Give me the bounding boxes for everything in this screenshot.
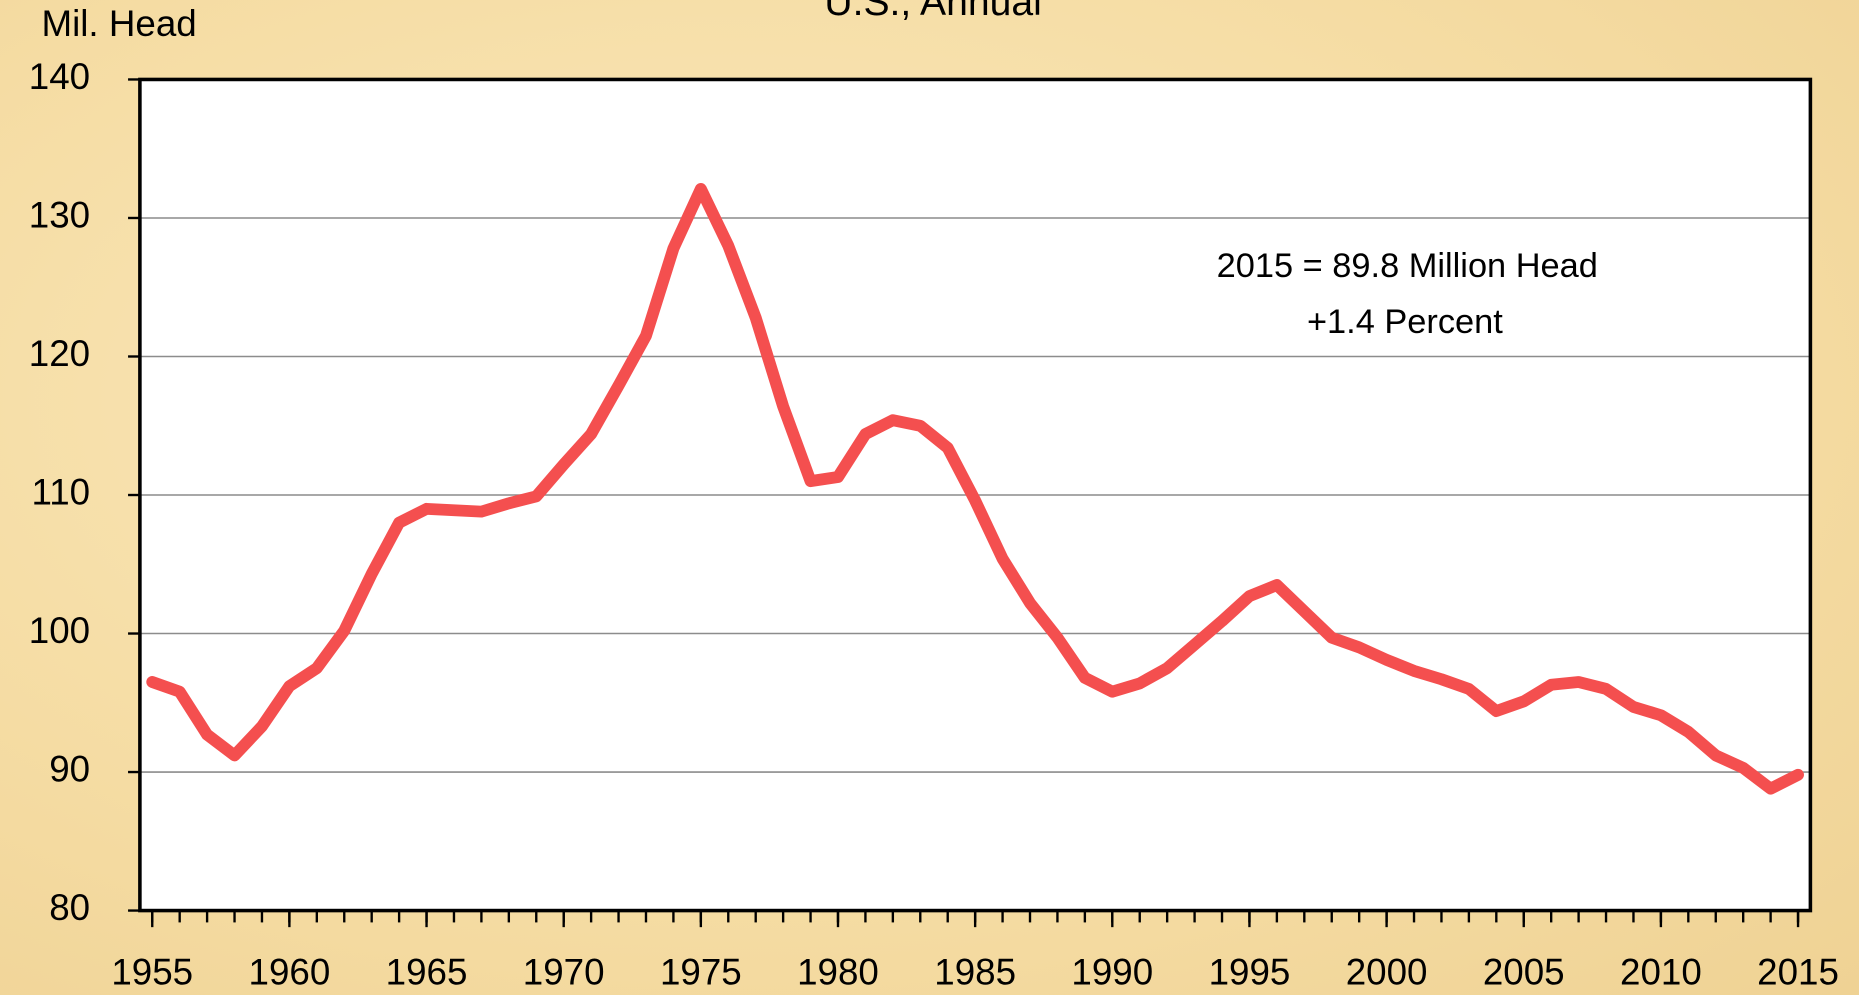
y-axis-label: Mil. Head bbox=[41, 3, 196, 44]
x-tick-label: 1985 bbox=[934, 951, 1016, 992]
chart-title: U.S., Annual bbox=[824, 0, 1041, 24]
x-tick-label: 2005 bbox=[1483, 951, 1565, 992]
y-tick-label: 110 bbox=[32, 472, 91, 513]
x-tick-label: 1955 bbox=[111, 951, 193, 992]
annotation: +1.4 Percent bbox=[1307, 303, 1503, 341]
x-tick-label: 1975 bbox=[660, 951, 742, 992]
x-tick-label: 1990 bbox=[1071, 951, 1153, 992]
x-tick-label: 2010 bbox=[1620, 951, 1702, 992]
x-tick-label: 2015 bbox=[1757, 951, 1839, 992]
y-tick-label: 120 bbox=[29, 333, 90, 374]
y-tick-label: 90 bbox=[49, 749, 90, 790]
y-tick-label: 140 bbox=[29, 56, 90, 97]
plot-border bbox=[138, 77, 1813, 913]
x-tick-label: 1965 bbox=[386, 951, 468, 992]
y-tick-label: 100 bbox=[29, 610, 90, 651]
y-tick-label: 80 bbox=[49, 887, 90, 928]
x-tick-label: 1995 bbox=[1209, 951, 1291, 992]
y-tick-label: 130 bbox=[29, 195, 90, 236]
data-line bbox=[146, 182, 1804, 795]
x-tick-label: 1960 bbox=[249, 951, 331, 992]
x-tick-label: 1970 bbox=[523, 951, 605, 992]
x-tick-label: 2000 bbox=[1346, 951, 1428, 992]
x-tick-label: 1980 bbox=[797, 951, 879, 992]
annotation: 2015 = 89.8 Million Head bbox=[1217, 247, 1598, 285]
